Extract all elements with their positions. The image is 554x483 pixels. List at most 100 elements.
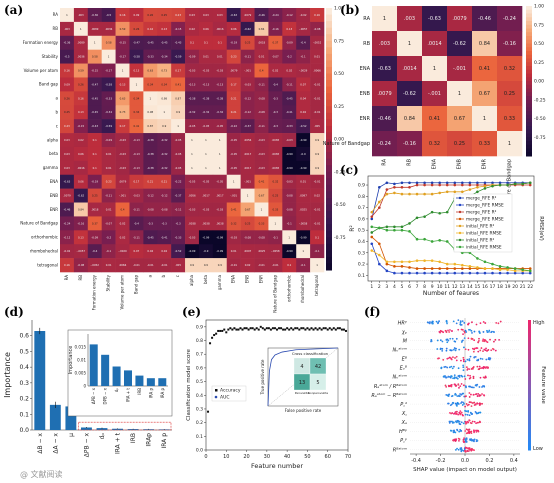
ha-col-label: orthorhombic (286, 275, 291, 302)
f-colorbar-low: Low (533, 446, 543, 452)
ha-cell-label: -0.36 (91, 13, 98, 17)
ha-cell (87, 63, 102, 78)
ha-cell (115, 244, 130, 259)
f-shap-point (445, 321, 448, 323)
ha-cell (268, 160, 283, 176)
f-shap-point (438, 320, 440, 323)
hb-cell (372, 81, 398, 107)
f-shap-point (495, 322, 498, 324)
ha-cell (143, 202, 158, 217)
ha-cell-label: -0.33 (147, 55, 154, 59)
e-point (342, 328, 345, 331)
ha-colorbar-seg (326, 224, 332, 232)
c-point (415, 271, 419, 275)
c-xtick-label: 22 (527, 284, 533, 290)
e-point (322, 327, 325, 330)
ha-cell-label: 0.02 (120, 221, 126, 225)
f-feature-label: Rₐᵃᵗᵒᵐ / Rᴮᵃᵗᵒᵐ (374, 384, 407, 390)
ha-cell-label: -0.02 (300, 13, 307, 17)
f-shap-point (455, 438, 458, 441)
f-shap-point (467, 421, 470, 424)
d-inset-ytick-label: 0 (83, 384, 86, 389)
ha-cell (171, 174, 186, 189)
ha-cell-label: 0.9 (190, 263, 194, 267)
ha-cell-label: -0.62 (77, 194, 84, 198)
ha-cell-label: -0.32 (161, 152, 168, 156)
ha-cell-label: 1 (302, 249, 304, 253)
f-shap-point (489, 338, 491, 341)
e-point (223, 328, 226, 331)
f-shap-point (491, 347, 494, 350)
f-shap-point (465, 331, 468, 333)
ha-cell-label: -.0057 (299, 27, 308, 31)
f-shap-point (439, 339, 442, 342)
d-ytick-label: 0.0 (19, 427, 29, 434)
ha-row-label: Nature of Bandgap (20, 221, 58, 226)
ha-cell-label: .0066 (313, 69, 321, 73)
e-point (298, 328, 301, 331)
watermark: @ 文献阅读 (20, 469, 63, 479)
f-shap-point (470, 393, 472, 396)
ha-cell-label: -0.32 (203, 110, 210, 114)
ha-row-label: Formation energy (23, 40, 59, 45)
ha-cell-label: -0.13 (133, 166, 140, 170)
f-shap-point (447, 402, 449, 405)
c-legend-label: initial_RFE RMSE (466, 245, 502, 251)
ha-cell-label: -0.02 (64, 249, 71, 253)
f-shap-point (455, 421, 458, 424)
f-shap-point (461, 392, 464, 395)
ha-cell-label: 0.4 (120, 207, 124, 211)
ha-cell-label: -0.5 (64, 55, 69, 59)
ha-cell (254, 91, 269, 106)
f-shap-point (489, 357, 492, 360)
ha-cell (157, 21, 172, 37)
c-point (423, 215, 426, 218)
ha-cell (129, 258, 144, 273)
f-colorbar-seg (528, 346, 531, 351)
ha-cell-label: 0.03 (203, 13, 209, 17)
ha-cell (212, 133, 228, 148)
hb-colorbar-seg (526, 144, 532, 149)
ha-cell (268, 244, 283, 259)
f-shap-point (448, 331, 451, 333)
ha-cell-label: -0.38 (147, 152, 154, 156)
ha-cell-label: 1 (66, 13, 68, 17)
ha-cell (73, 146, 89, 162)
ha-cell-label: 0.9 (204, 263, 208, 267)
ha-cell-label: -0.13 (203, 82, 210, 86)
e-point (267, 327, 270, 330)
ha-cell (240, 77, 255, 92)
f-shap-point (446, 366, 449, 369)
f-shap-point (471, 439, 474, 441)
ha-cell (101, 63, 116, 78)
ha-cell (254, 160, 269, 176)
c-point (415, 183, 419, 187)
f-shap-point (478, 421, 481, 424)
f-shap-point (462, 438, 465, 441)
f-shap-point (459, 410, 462, 413)
e-ytick-label: 0.5 (196, 379, 203, 385)
hb-cell (372, 6, 398, 32)
ha-cell-label: .0038 (216, 221, 224, 225)
f-shap-point (448, 366, 451, 369)
ha-cell (310, 49, 325, 64)
ha-cell-label: 0.13 (134, 69, 140, 73)
ha-cell (129, 8, 144, 23)
ha-cell (310, 160, 325, 176)
ha-cell-label: -0.11 (105, 194, 112, 198)
ha-cell (143, 91, 158, 106)
ha-cell (171, 105, 186, 120)
c-point (461, 190, 464, 194)
ha-cell (157, 91, 172, 106)
ha-cell-label: 0.9 (218, 263, 222, 267)
c-point (498, 265, 502, 268)
c-point (430, 267, 434, 270)
ha-cell (226, 77, 241, 92)
ha-cell (87, 258, 102, 273)
ha-cell (73, 216, 89, 231)
ha-cell (296, 216, 311, 231)
ha-cell-label: 1 (177, 124, 179, 128)
ha-cell-label: -0.24 (64, 221, 71, 225)
hb-row-label: ENB (360, 91, 371, 97)
d-bar (65, 406, 77, 430)
